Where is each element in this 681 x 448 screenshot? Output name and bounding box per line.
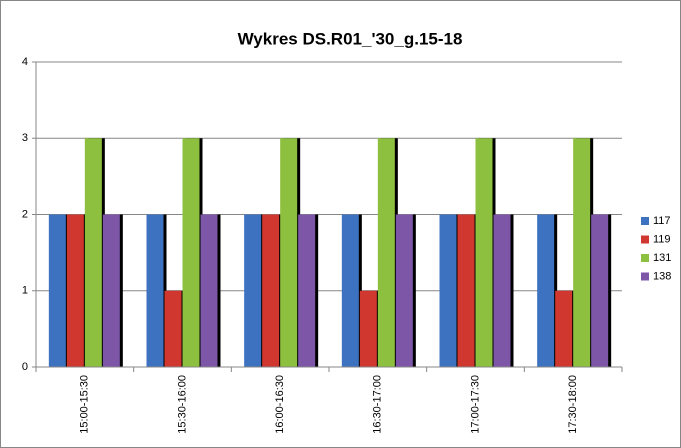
bar: [475, 138, 493, 367]
bar: [164, 290, 182, 367]
legend-label: 138: [653, 270, 671, 282]
bar: [439, 214, 457, 367]
bar: [377, 138, 395, 367]
bar: [341, 214, 359, 367]
x-tick-label: 15:00-15:30: [79, 375, 91, 434]
legend-swatch: [641, 235, 649, 244]
bar: [395, 214, 413, 367]
bar: [537, 214, 555, 367]
bar: [555, 290, 573, 367]
bar: [457, 214, 475, 367]
bar: [573, 138, 591, 367]
x-tick-label: 16:30-17:00: [372, 375, 384, 434]
x-tick-label: 16:00-16:30: [274, 375, 286, 434]
bar: [591, 214, 609, 367]
legend-swatch: [641, 272, 649, 281]
bar: [493, 214, 511, 367]
bar: [359, 290, 377, 367]
bar: [244, 214, 262, 367]
y-tick-label: 2: [22, 208, 28, 220]
bar: [262, 214, 280, 367]
legend-label: 117: [653, 215, 671, 227]
bar: [182, 138, 200, 367]
y-tick-label: 1: [22, 285, 28, 297]
x-tick-label: 15:30-16:00: [176, 375, 188, 434]
bar: [48, 214, 66, 367]
x-tick-label: 17:00-17:30: [469, 375, 481, 434]
x-tick-label: 17:30-18:00: [567, 375, 579, 434]
bar: [102, 214, 120, 367]
bar: [84, 138, 102, 367]
chart-title: Wykres DS.R01_'30_g.15-18: [238, 29, 463, 48]
legend-swatch: [641, 254, 649, 262]
bar: [280, 138, 298, 367]
bar: [200, 214, 218, 367]
y-tick-label: 3: [22, 132, 28, 144]
bar: [298, 214, 316, 367]
y-tick-label: 4: [22, 56, 28, 68]
y-tick-label: 0: [22, 361, 28, 373]
legend-label: 131: [653, 252, 671, 264]
legend-swatch: [641, 217, 649, 225]
legend-label: 119: [653, 233, 671, 245]
bar: [66, 214, 84, 367]
bar: [146, 214, 164, 367]
